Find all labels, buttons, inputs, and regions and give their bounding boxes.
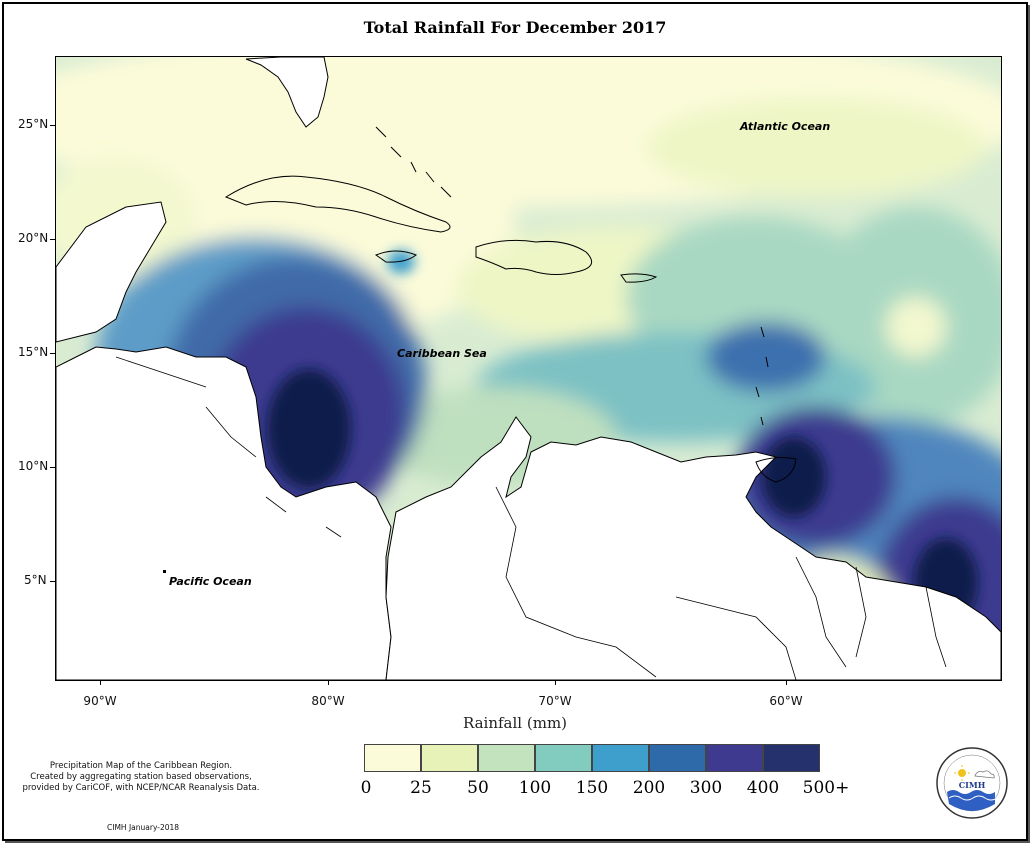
credit-text: Precipitation Map of the Caribbean Regio… bbox=[10, 761, 272, 794]
credit-line-2: Created by aggregating station based obs… bbox=[30, 772, 252, 782]
pacific-marker-dot bbox=[163, 570, 166, 573]
lat-label-15: 15°N bbox=[18, 345, 49, 359]
lon-tick-80 bbox=[328, 680, 329, 685]
max-core-trinidad bbox=[762, 437, 826, 517]
rainfall-cores bbox=[267, 250, 978, 626]
lon-label-60: 60°W bbox=[769, 694, 803, 708]
border-guatemala-honduras bbox=[115, 356, 207, 388]
country-borders bbox=[115, 356, 947, 680]
border-guyana-suriname bbox=[855, 566, 867, 658]
cloud-icon bbox=[974, 770, 995, 779]
border-costa-rica-panama bbox=[325, 526, 342, 538]
lat-label-10: 10°N bbox=[18, 459, 49, 473]
wave-icon bbox=[947, 790, 995, 811]
land-florida bbox=[245, 57, 329, 128]
legend-swatch-6 bbox=[706, 744, 763, 772]
border-honduras-nicaragua bbox=[205, 406, 257, 458]
legend-tick-300: 300 bbox=[689, 778, 723, 798]
lat-tick-5 bbox=[50, 581, 55, 582]
cimh-logo-text: CIMH bbox=[958, 780, 986, 790]
legend-tick-100: 100 bbox=[518, 778, 552, 798]
land-south-america bbox=[385, 416, 1001, 680]
credit-line-1: Precipitation Map of the Caribbean Regio… bbox=[49, 761, 233, 771]
border-colombia-venezuela bbox=[495, 486, 657, 678]
cimh-logo-icon bbox=[936, 747, 1008, 819]
land-mexico-yucatan bbox=[56, 201, 167, 343]
lon-label-90: 90°W bbox=[83, 694, 117, 708]
border-nicaragua-costa-rica bbox=[265, 496, 287, 513]
legend-swatch-3 bbox=[535, 744, 592, 772]
border-venezuela-guyana bbox=[795, 556, 847, 668]
lat-label-20: 20°N bbox=[18, 231, 49, 245]
map-title: Total Rainfall For December 2017 bbox=[363, 18, 667, 37]
legend-swatch-0 bbox=[364, 744, 421, 772]
x-axis-title: Rainfall (mm) bbox=[462, 714, 568, 732]
legend-tick-150: 150 bbox=[575, 778, 609, 798]
legend-tick-500: 500+ bbox=[802, 778, 850, 798]
lon-tick-60 bbox=[786, 680, 787, 685]
rainfall-map-svg bbox=[56, 57, 1001, 680]
dry-zone-atlantic bbox=[646, 97, 986, 197]
legend-tick-400: 400 bbox=[746, 778, 780, 798]
lat-tick-20 bbox=[50, 239, 55, 240]
lat-label-5: 5°N bbox=[24, 573, 47, 587]
label-pacific-ocean: Pacific Ocean bbox=[169, 575, 252, 588]
legend-tick-25: 25 bbox=[410, 778, 432, 798]
legend-swatch-2 bbox=[478, 744, 535, 772]
credit-line-3: provided by CariCOF, with NCEP/NCAR Rean… bbox=[22, 783, 260, 793]
land-masses bbox=[56, 57, 1001, 680]
border-suriname-guiana bbox=[925, 586, 947, 668]
lat-tick-10 bbox=[50, 467, 55, 468]
island-trinidad bbox=[755, 457, 797, 483]
lon-tick-70 bbox=[555, 680, 556, 685]
dry-pocket-atlantic bbox=[886, 297, 946, 357]
label-caribbean-sea: Caribbean Sea bbox=[397, 347, 487, 360]
lon-tick-90 bbox=[100, 680, 101, 685]
islands-lesser-antilles bbox=[755, 326, 769, 426]
island-jamaica bbox=[374, 250, 417, 263]
lon-label-80: 80°W bbox=[311, 694, 345, 708]
island-outlines bbox=[224, 126, 797, 483]
legend-tick-200: 200 bbox=[632, 778, 666, 798]
legend-swatch-4 bbox=[592, 744, 649, 772]
lat-tick-15 bbox=[50, 353, 55, 354]
island-puerto-rico bbox=[620, 273, 658, 283]
lat-label-25: 25°N bbox=[18, 117, 49, 131]
legend-swatch-5 bbox=[649, 744, 706, 772]
rainfall-map bbox=[55, 56, 1002, 681]
legend-swatch-7 bbox=[763, 744, 820, 772]
lon-label-70: 70°W bbox=[538, 694, 572, 708]
island-hispaniola bbox=[475, 239, 593, 275]
island-cuba bbox=[224, 175, 451, 233]
lat-tick-25 bbox=[50, 125, 55, 126]
credit-date: CIMH January-2018 bbox=[107, 823, 180, 832]
border-venezuela-brazil bbox=[675, 596, 797, 680]
legend-tick-50: 50 bbox=[467, 778, 489, 798]
legend-tick-0: 0 bbox=[360, 778, 372, 798]
legend-swatch-1 bbox=[421, 744, 478, 772]
max-core-west bbox=[267, 369, 351, 489]
wet-spot-jamaica bbox=[387, 250, 415, 274]
sun-icon bbox=[958, 769, 966, 777]
label-atlantic-ocean: Atlantic Ocean bbox=[740, 120, 831, 133]
islands-bahamas bbox=[375, 126, 452, 198]
